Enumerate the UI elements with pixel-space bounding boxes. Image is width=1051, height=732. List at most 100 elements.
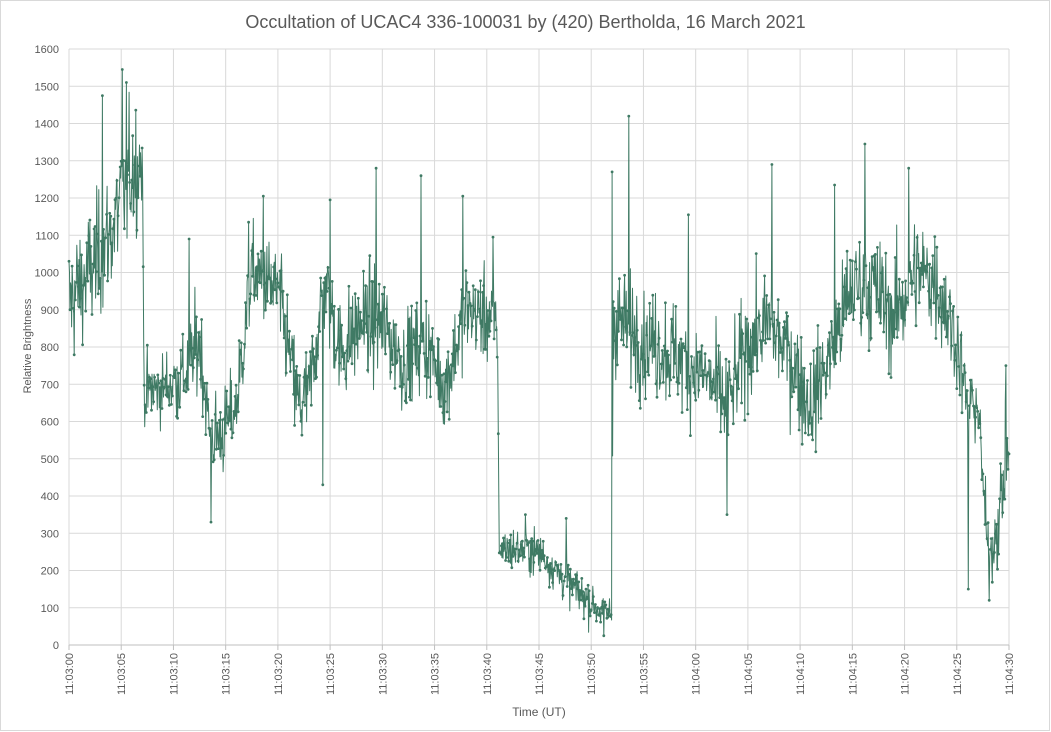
data-point	[408, 395, 411, 399]
data-point	[95, 232, 99, 236]
data-point	[793, 342, 797, 346]
data-point	[750, 335, 754, 339]
data-point	[252, 293, 256, 297]
data-point	[306, 375, 310, 379]
data-point	[321, 483, 325, 487]
data-point	[463, 323, 467, 327]
data-point	[360, 319, 363, 322]
data-point	[285, 293, 289, 297]
data-point	[266, 299, 269, 303]
data-point	[662, 344, 666, 348]
data-point	[975, 406, 978, 410]
data-point	[332, 304, 336, 308]
data-point	[358, 337, 361, 340]
data-point	[147, 386, 150, 390]
data-point	[88, 218, 92, 222]
data-point	[850, 259, 854, 263]
data-point	[965, 389, 969, 392]
data-point	[219, 411, 222, 414]
data-point	[881, 290, 884, 294]
data-point	[258, 281, 262, 285]
data-point	[635, 328, 639, 332]
y-tick-label: 900	[41, 305, 59, 317]
x-tick-label: 11:03:00	[64, 653, 76, 695]
data-point	[444, 380, 448, 384]
data-point	[441, 411, 445, 414]
data-point	[253, 284, 257, 288]
data-point	[520, 539, 524, 543]
data-point	[674, 305, 678, 308]
data-point	[68, 308, 72, 312]
data-point	[96, 292, 100, 296]
data-point	[681, 342, 685, 345]
data-point	[861, 311, 865, 314]
data-point	[963, 371, 967, 374]
data-point	[468, 302, 472, 305]
data-point	[182, 389, 186, 393]
data-point	[299, 419, 303, 423]
data-point	[981, 472, 985, 476]
data-point	[946, 310, 949, 313]
data-point	[808, 421, 811, 425]
data-point	[105, 213, 108, 216]
data-point	[575, 573, 578, 577]
data-point	[877, 298, 880, 301]
data-point	[467, 290, 471, 294]
data-point	[642, 352, 645, 356]
data-point	[928, 262, 931, 266]
data-point	[232, 410, 236, 413]
data-point	[824, 392, 828, 396]
data-point	[528, 557, 531, 561]
data-point	[702, 373, 706, 377]
data-point	[389, 370, 393, 374]
data-point	[878, 310, 881, 313]
y-tick-label: 800	[41, 342, 59, 354]
data-point	[756, 316, 760, 320]
data-point	[201, 415, 205, 418]
data-point	[272, 265, 276, 269]
data-point	[536, 539, 540, 542]
data-point	[365, 330, 369, 334]
data-point	[672, 375, 676, 379]
data-point	[456, 344, 459, 348]
data-point	[311, 334, 314, 338]
data-point	[71, 306, 75, 310]
data-point	[359, 310, 362, 314]
data-point	[174, 368, 177, 372]
x-tick-label: 11:03:10	[168, 653, 180, 695]
data-point	[233, 395, 237, 398]
data-point	[517, 548, 521, 552]
data-point	[777, 321, 781, 325]
data-point	[110, 241, 114, 245]
data-point	[690, 355, 693, 358]
data-point	[613, 339, 617, 343]
data-point	[748, 372, 752, 376]
data-point	[534, 549, 538, 553]
data-point	[506, 541, 510, 545]
data-point	[247, 220, 251, 224]
data-point	[739, 356, 742, 359]
data-point	[417, 345, 421, 348]
x-tick-label: 11:03:45	[534, 653, 546, 695]
data-point	[102, 228, 105, 231]
data-point	[571, 593, 574, 597]
data-point	[400, 385, 404, 389]
data-point	[855, 267, 858, 271]
data-point	[184, 390, 188, 394]
data-point	[741, 332, 745, 335]
data-point	[270, 300, 273, 303]
data-point	[846, 304, 850, 307]
data-point	[244, 301, 247, 304]
y-tick-label: 1200	[35, 193, 59, 205]
data-point	[320, 294, 324, 297]
data-point	[1005, 436, 1009, 440]
data-point	[891, 308, 895, 312]
data-point	[836, 307, 840, 311]
data-point	[789, 369, 793, 373]
series-layer	[67, 68, 1011, 638]
data-point	[745, 317, 749, 321]
data-point	[458, 313, 461, 317]
data-point	[525, 538, 528, 542]
data-point	[215, 421, 219, 425]
data-point	[366, 368, 370, 372]
